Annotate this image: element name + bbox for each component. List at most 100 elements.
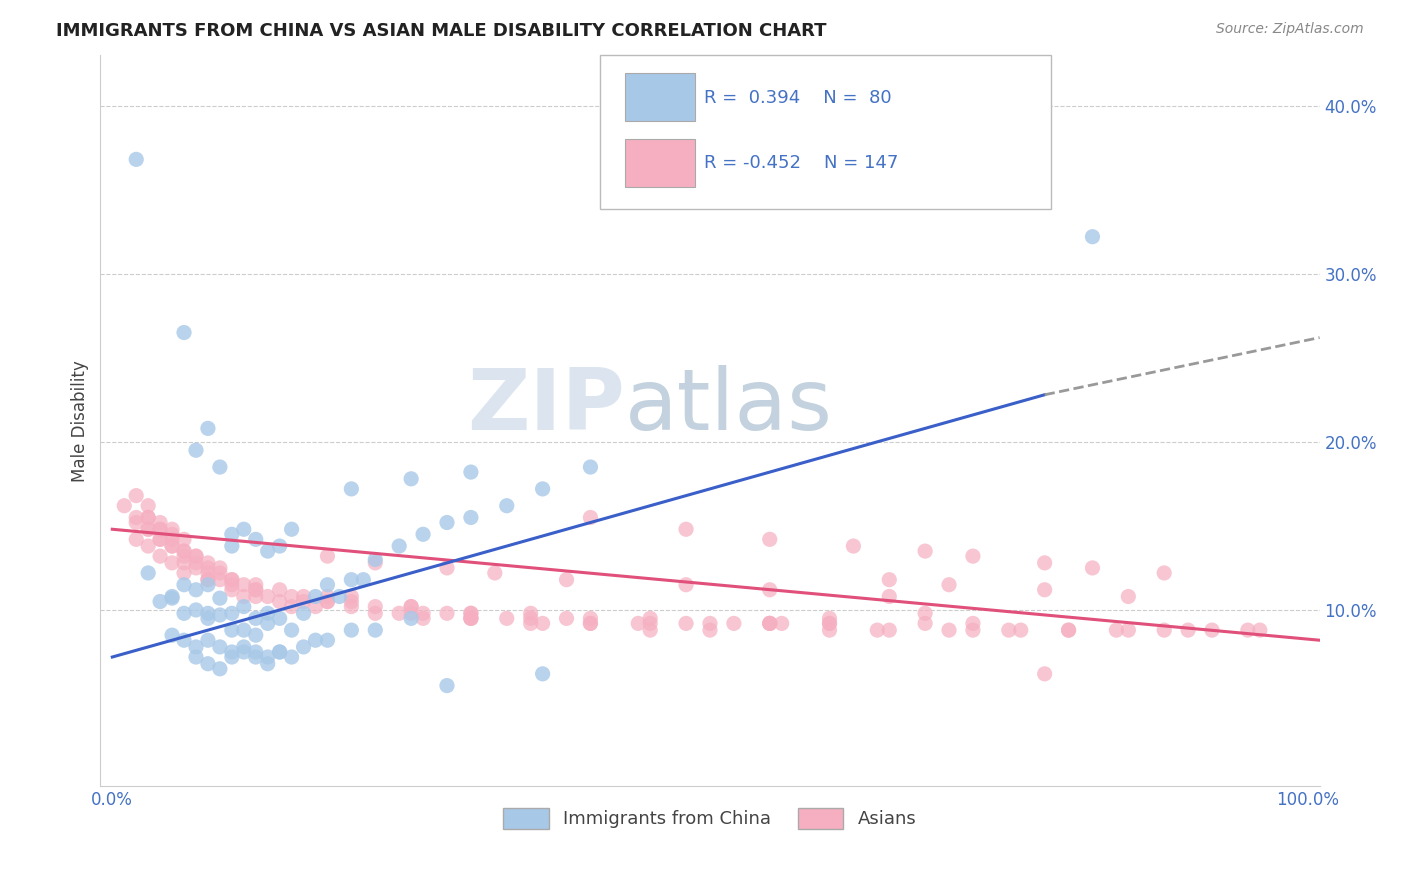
Point: [316, 590, 339, 604]
Point: [221, 650, 243, 665]
Point: [460, 607, 482, 621]
Point: [1153, 623, 1175, 637]
Point: [173, 544, 195, 558]
Point: [232, 522, 254, 536]
Point: [412, 527, 434, 541]
Point: [160, 590, 183, 604]
Point: [136, 566, 159, 580]
Point: [292, 594, 315, 608]
Point: [364, 556, 387, 570]
Point: [221, 645, 243, 659]
Point: [197, 556, 219, 570]
Y-axis label: Male Disability: Male Disability: [72, 360, 89, 482]
Point: [340, 594, 363, 608]
Point: [316, 578, 339, 592]
Point: [269, 611, 291, 625]
Point: [125, 533, 148, 547]
Point: [256, 544, 278, 558]
Point: [125, 510, 148, 524]
Point: [197, 421, 219, 435]
Point: [173, 578, 195, 592]
Point: [160, 533, 183, 547]
Point: [112, 499, 135, 513]
Point: [184, 549, 207, 563]
Point: [245, 582, 267, 597]
Point: [208, 561, 231, 575]
Point: [842, 539, 865, 553]
Point: [770, 616, 793, 631]
Point: [1010, 623, 1032, 637]
Point: [962, 623, 984, 637]
Point: [579, 510, 602, 524]
Point: [436, 561, 458, 575]
Point: [245, 582, 267, 597]
Point: [197, 573, 219, 587]
Point: [579, 611, 602, 625]
Point: [519, 611, 541, 625]
Point: [280, 650, 302, 665]
Point: [304, 633, 326, 648]
Point: [269, 645, 291, 659]
Point: [399, 599, 422, 614]
Point: [184, 603, 207, 617]
Point: [256, 616, 278, 631]
Point: [184, 443, 207, 458]
Point: [638, 623, 661, 637]
Point: [173, 544, 195, 558]
Point: [221, 582, 243, 597]
Point: [221, 527, 243, 541]
Point: [495, 611, 517, 625]
Point: [160, 527, 183, 541]
Point: [436, 607, 458, 621]
Point: [245, 628, 267, 642]
Point: [136, 522, 159, 536]
Point: [699, 623, 721, 637]
Point: [245, 611, 267, 625]
Point: [412, 607, 434, 621]
Point: [914, 607, 936, 621]
Point: [997, 623, 1019, 637]
Point: [208, 573, 231, 587]
Point: [232, 645, 254, 659]
Point: [136, 499, 159, 513]
Point: [245, 650, 267, 665]
Text: Source: ZipAtlas.com: Source: ZipAtlas.com: [1216, 22, 1364, 37]
Point: [160, 522, 183, 536]
Point: [579, 460, 602, 475]
Point: [232, 640, 254, 654]
Point: [388, 539, 411, 553]
Point: [256, 657, 278, 671]
Point: [1237, 623, 1260, 637]
Point: [340, 482, 363, 496]
Point: [221, 573, 243, 587]
Point: [352, 573, 374, 587]
Point: [531, 616, 554, 631]
Point: [1081, 229, 1104, 244]
Point: [579, 616, 602, 631]
FancyBboxPatch shape: [624, 139, 696, 186]
Point: [149, 549, 172, 563]
Point: [364, 623, 387, 637]
Text: R = -0.452    N = 147: R = -0.452 N = 147: [704, 154, 898, 172]
Point: [197, 657, 219, 671]
Point: [208, 591, 231, 606]
Point: [280, 590, 302, 604]
Point: [579, 616, 602, 631]
Point: [184, 561, 207, 575]
Point: [675, 616, 697, 631]
Point: [877, 623, 900, 637]
Point: [232, 578, 254, 592]
Point: [184, 650, 207, 665]
Point: [519, 607, 541, 621]
Point: [221, 573, 243, 587]
Point: [818, 623, 841, 637]
Point: [1057, 623, 1080, 637]
Point: [149, 516, 172, 530]
Point: [136, 510, 159, 524]
Point: [208, 607, 231, 622]
Point: [149, 522, 172, 536]
FancyBboxPatch shape: [600, 55, 1052, 209]
Point: [197, 578, 219, 592]
Point: [292, 590, 315, 604]
Text: R =  0.394    N =  80: R = 0.394 N = 80: [704, 88, 891, 106]
